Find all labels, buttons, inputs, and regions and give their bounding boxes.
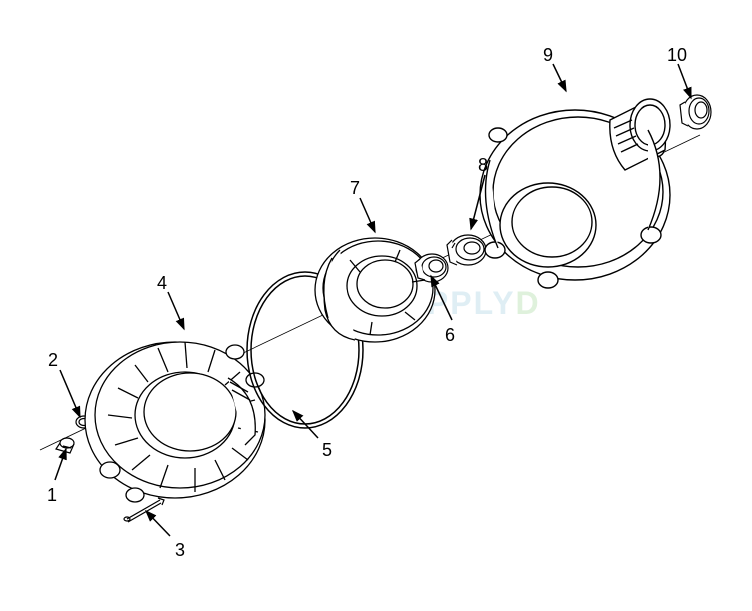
part-tailpiece [680,95,711,129]
callout-label-1: 1 [47,485,57,506]
part-screw [124,498,164,522]
callout-label-8: 8 [478,155,488,176]
callout-label-2: 2 [48,350,58,371]
part-seal-stationary [447,235,486,265]
part-impeller [315,238,435,342]
callout-label-6: 6 [445,325,455,346]
callout-label-3: 3 [175,540,185,561]
callout-label-10: 10 [667,45,687,66]
part-faceplate [85,342,265,502]
callout-label-4: 4 [157,273,167,294]
part-volute-housing [480,99,670,288]
callout-label-9: 9 [543,45,553,66]
exploded-view-diagram: OLSUPPLYD [0,0,752,611]
callout-label-7: 7 [350,178,360,199]
parts-line-art [0,0,752,611]
callout-label-5: 5 [322,440,332,461]
